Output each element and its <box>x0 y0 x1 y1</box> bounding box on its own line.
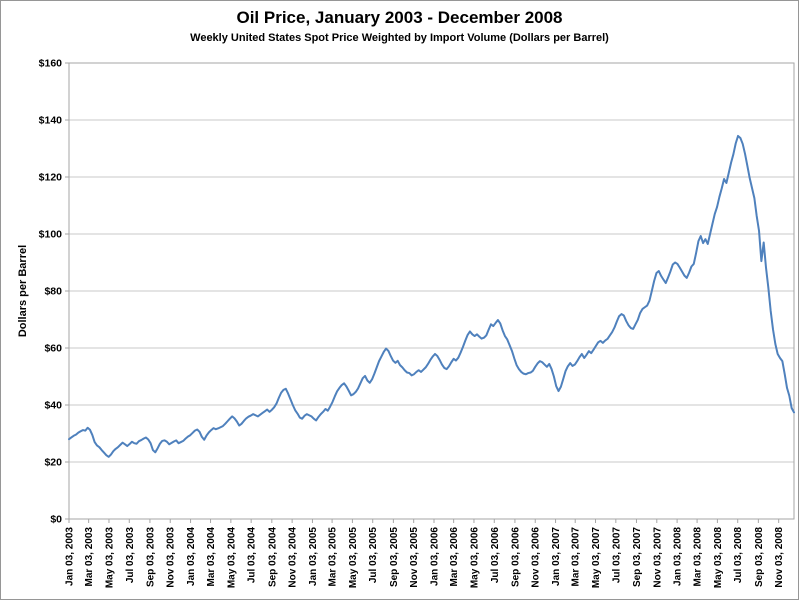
x-tick-label: Mar 03, 2005 <box>328 527 339 587</box>
x-tick-label: Nov 03, 2006 <box>531 527 542 588</box>
x-tick-label: Jul 03, 2005 <box>368 527 379 584</box>
x-tick-label: May 03, 2005 <box>348 527 359 589</box>
chart-title: Oil Price, January 2003 - December 2008 <box>236 8 563 27</box>
x-tick-label: Jul 03, 2003 <box>125 527 136 584</box>
y-tick-label: $160 <box>39 58 63 70</box>
x-tick-label: Jan 03, 2003 <box>65 527 76 586</box>
x-tick-label: Mar 03, 2007 <box>571 527 582 587</box>
x-tick-label: Nov 03, 2008 <box>774 527 785 588</box>
x-tick-label: Jan 03, 2004 <box>186 527 197 586</box>
x-tick-label: Nov 03, 2003 <box>166 527 177 588</box>
x-tick-label: Sep 03, 2004 <box>267 527 278 587</box>
x-tick-label: Nov 03, 2004 <box>288 527 299 588</box>
y-tick-label: $80 <box>44 286 62 298</box>
x-tick-label: Jul 03, 2006 <box>490 527 501 584</box>
x-tick-label: Sep 03, 2008 <box>754 527 765 587</box>
x-tick-label: Sep 03, 2005 <box>389 527 400 587</box>
x-tick-label: Mar 03, 2008 <box>693 527 704 587</box>
y-tick-label: $140 <box>39 115 63 127</box>
x-tick-label: Nov 03, 2005 <box>409 527 420 588</box>
x-tick-label: Sep 03, 2007 <box>632 527 643 587</box>
x-tick-label: May 03, 2008 <box>713 527 724 589</box>
x-tick-label: Jul 03, 2008 <box>733 527 744 584</box>
x-tick-label: Mar 03, 2006 <box>449 527 460 587</box>
x-tick-label: Jan 03, 2008 <box>673 527 684 586</box>
y-tick-label: $0 <box>50 514 62 526</box>
x-tick-label: Jan 03, 2006 <box>429 527 440 586</box>
x-tick-label: Mar 03, 2003 <box>84 527 95 587</box>
x-tick-label: May 03, 2007 <box>591 527 602 589</box>
plot-border <box>68 62 795 520</box>
x-tick-label: Mar 03, 2004 <box>206 527 217 587</box>
x-tick-label: Jan 03, 2007 <box>551 527 562 586</box>
x-tick-label: Jan 03, 2005 <box>308 527 319 586</box>
y-tick-label: $100 <box>39 229 63 241</box>
y-tick-label: $120 <box>39 172 63 184</box>
x-tick-label: Sep 03, 2003 <box>145 527 156 587</box>
x-tick-label: Nov 03, 2007 <box>652 527 663 588</box>
x-tick-label: May 03, 2004 <box>226 527 237 589</box>
x-tick-label: Jul 03, 2007 <box>611 527 622 584</box>
x-tick-label: Jul 03, 2004 <box>247 527 258 584</box>
y-tick-label: $20 <box>44 457 62 469</box>
x-tick-label: May 03, 2006 <box>469 527 480 589</box>
x-tick-label: May 03, 2003 <box>104 527 115 589</box>
chart-subtitle: Weekly United States Spot Price Weighted… <box>190 32 609 44</box>
x-tick-label: Sep 03, 2006 <box>510 527 521 587</box>
y-tick-label: $40 <box>44 400 62 412</box>
y-tick-label: $60 <box>44 343 62 355</box>
price-line <box>68 134 795 458</box>
